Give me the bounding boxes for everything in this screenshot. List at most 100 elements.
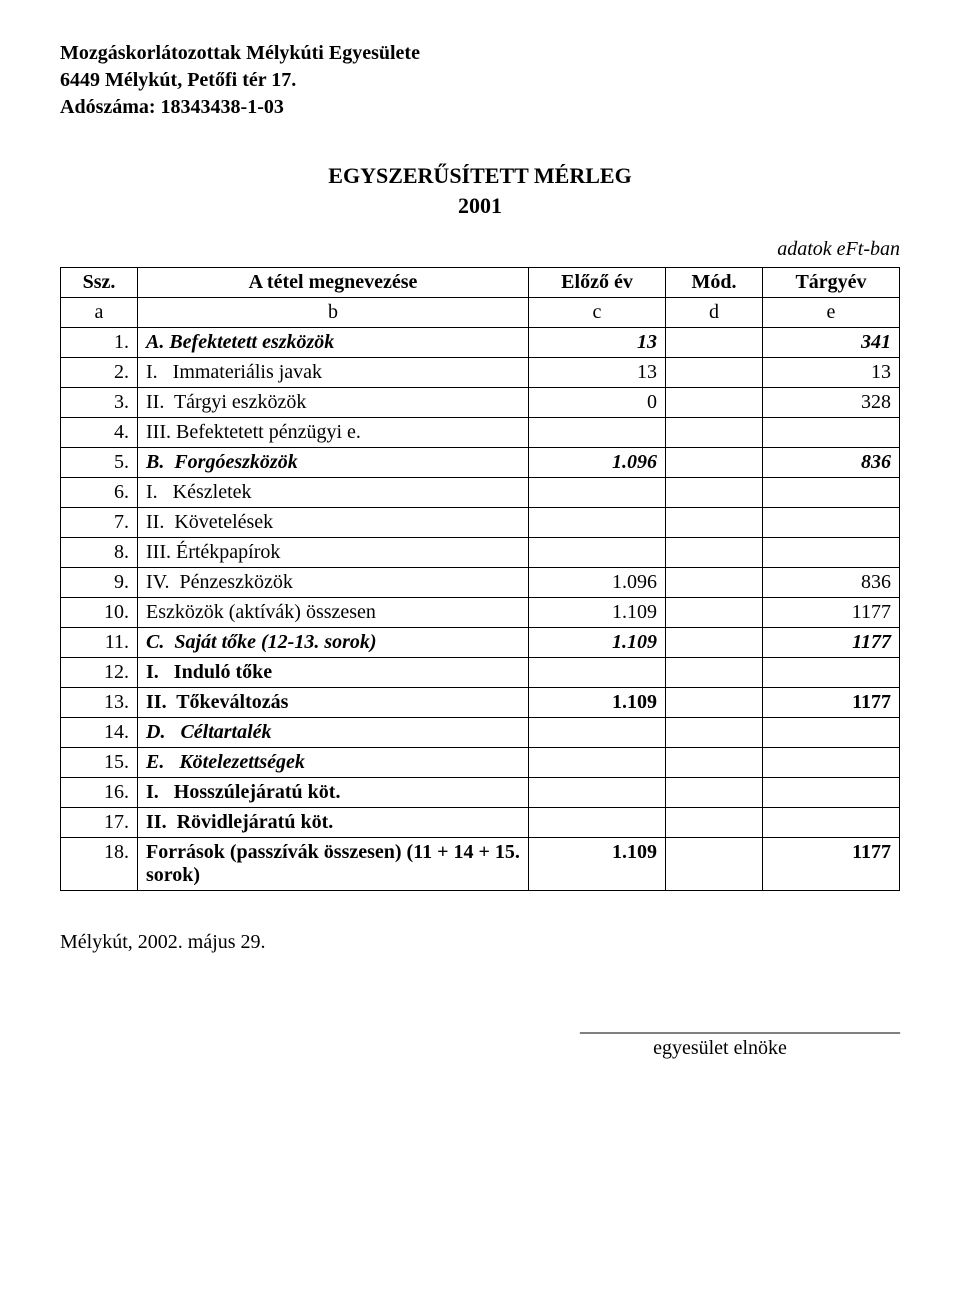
cell-mod <box>666 358 763 388</box>
th-curr: Tárgyév <box>763 268 900 298</box>
cell-mod <box>666 808 763 838</box>
cell-prev <box>529 778 666 808</box>
title-line2: 2001 <box>60 191 900 221</box>
cell-curr <box>763 778 900 808</box>
cell-name: II. Tárgyi eszközök <box>138 388 529 418</box>
sub-d: d <box>666 298 763 328</box>
org-tax-number: Adószáma: 18343438-1-03 <box>60 94 900 121</box>
cell-prev <box>529 538 666 568</box>
cell-mod <box>666 448 763 478</box>
cell-name: Eszközök (aktívák) összesen <box>138 598 529 628</box>
cell-ssz: 2. <box>61 358 138 388</box>
sub-c: c <box>529 298 666 328</box>
title-line1: EGYSZERŰSÍTETT MÉRLEG <box>60 161 900 191</box>
cell-ssz: 6. <box>61 478 138 508</box>
cell-mod <box>666 418 763 448</box>
cell-curr <box>763 478 900 508</box>
cell-name: C. Saját tőke (12-13. sorok) <box>138 628 529 658</box>
org-address: 6449 Mélykút, Petőfi tér 17. <box>60 67 900 94</box>
cell-mod <box>666 838 763 891</box>
cell-ssz: 8. <box>61 538 138 568</box>
cell-curr <box>763 508 900 538</box>
th-name: A tétel megnevezése <box>138 268 529 298</box>
cell-name: II. Tőkeváltozás <box>138 688 529 718</box>
cell-mod <box>666 538 763 568</box>
org-name: Mozgáskorlátozottak Mélykúti Egyesülete <box>60 40 900 67</box>
cell-prev: 1.096 <box>529 448 666 478</box>
table-row: 3.II. Tárgyi eszközök0328 <box>61 388 900 418</box>
cell-curr: 836 <box>763 568 900 598</box>
cell-ssz: 9. <box>61 568 138 598</box>
table-row: 12.I. Induló tőke <box>61 658 900 688</box>
cell-curr: 1177 <box>763 688 900 718</box>
cell-prev: 13 <box>529 358 666 388</box>
table-row: 2.I. Immateriális javak1313 <box>61 358 900 388</box>
cell-name: II. Rövidlejáratú köt. <box>138 808 529 838</box>
cell-ssz: 15. <box>61 748 138 778</box>
table-row: 13.II. Tőkeváltozás1.1091177 <box>61 688 900 718</box>
th-ssz: Ssz. <box>61 268 138 298</box>
cell-ssz: 18. <box>61 838 138 891</box>
cell-prev: 1.109 <box>529 838 666 891</box>
cell-name: A. Befektetett eszközök <box>138 328 529 358</box>
unit-note: adatok eFt-ban <box>60 238 900 261</box>
table-row: 15.E. Kötelezettségek <box>61 748 900 778</box>
cell-mod <box>666 598 763 628</box>
cell-mod <box>666 778 763 808</box>
cell-prev <box>529 478 666 508</box>
footer-date: Mélykút, 2002. május 29. <box>60 931 900 954</box>
cell-mod <box>666 718 763 748</box>
cell-ssz: 16. <box>61 778 138 808</box>
table-row: 7.II. Követelések <box>61 508 900 538</box>
cell-name: IV. Pénzeszközök <box>138 568 529 598</box>
cell-mod <box>666 688 763 718</box>
cell-curr: 328 <box>763 388 900 418</box>
table-row: 14.D. Céltartalék <box>61 718 900 748</box>
table-header-row: Ssz. A tétel megnevezése Előző év Mód. T… <box>61 268 900 298</box>
cell-mod <box>666 628 763 658</box>
cell-ssz: 7. <box>61 508 138 538</box>
table-row: 17.II. Rövidlejáratú köt. <box>61 808 900 838</box>
cell-name: III. Befektetett pénzügyi e. <box>138 418 529 448</box>
cell-name: D. Céltartalék <box>138 718 529 748</box>
table-row: 18.Források (passzívák összesen) (11 + 1… <box>61 838 900 891</box>
cell-ssz: 11. <box>61 628 138 658</box>
cell-ssz: 10. <box>61 598 138 628</box>
cell-name: Források (passzívák összesen) (11 + 14 +… <box>138 838 529 891</box>
cell-prev <box>529 808 666 838</box>
cell-prev: 0 <box>529 388 666 418</box>
document-title: EGYSZERŰSÍTETT MÉRLEG 2001 <box>60 161 900 220</box>
table-row: 4.III. Befektetett pénzügyi e. <box>61 418 900 448</box>
cell-prev: 13 <box>529 328 666 358</box>
cell-curr <box>763 418 900 448</box>
cell-prev <box>529 508 666 538</box>
cell-prev: 1.109 <box>529 598 666 628</box>
sub-e: e <box>763 298 900 328</box>
cell-name: E. Kötelezettségek <box>138 748 529 778</box>
cell-curr <box>763 748 900 778</box>
table-row: 16.I. Hosszúlejáratú köt. <box>61 778 900 808</box>
table-row: 9.IV. Pénzeszközök1.096 836 <box>61 568 900 598</box>
cell-name: B. Forgóeszközök <box>138 448 529 478</box>
cell-mod <box>666 328 763 358</box>
cell-prev: 1.109 <box>529 688 666 718</box>
table-row: 8.III. Értékpapírok <box>61 538 900 568</box>
table-row: 5.B. Forgóeszközök1.096836 <box>61 448 900 478</box>
document-header: Mozgáskorlátozottak Mélykúti Egyesülete … <box>60 40 900 121</box>
sub-b: b <box>138 298 529 328</box>
cell-curr: 1177 <box>763 598 900 628</box>
cell-curr: 1177 <box>763 838 900 891</box>
cell-prev <box>529 418 666 448</box>
cell-mod <box>666 508 763 538</box>
cell-ssz: 1. <box>61 328 138 358</box>
cell-name: I. Készletek <box>138 478 529 508</box>
cell-prev: 1.096 <box>529 568 666 598</box>
cell-curr <box>763 538 900 568</box>
cell-mod <box>666 478 763 508</box>
table-row: 1.A. Befektetett eszközök13341 <box>61 328 900 358</box>
sub-a: a <box>61 298 138 328</box>
cell-mod <box>666 568 763 598</box>
cell-curr <box>763 718 900 748</box>
cell-prev: 1.109 <box>529 628 666 658</box>
signature-line: ________________________________ <box>60 1014 900 1037</box>
